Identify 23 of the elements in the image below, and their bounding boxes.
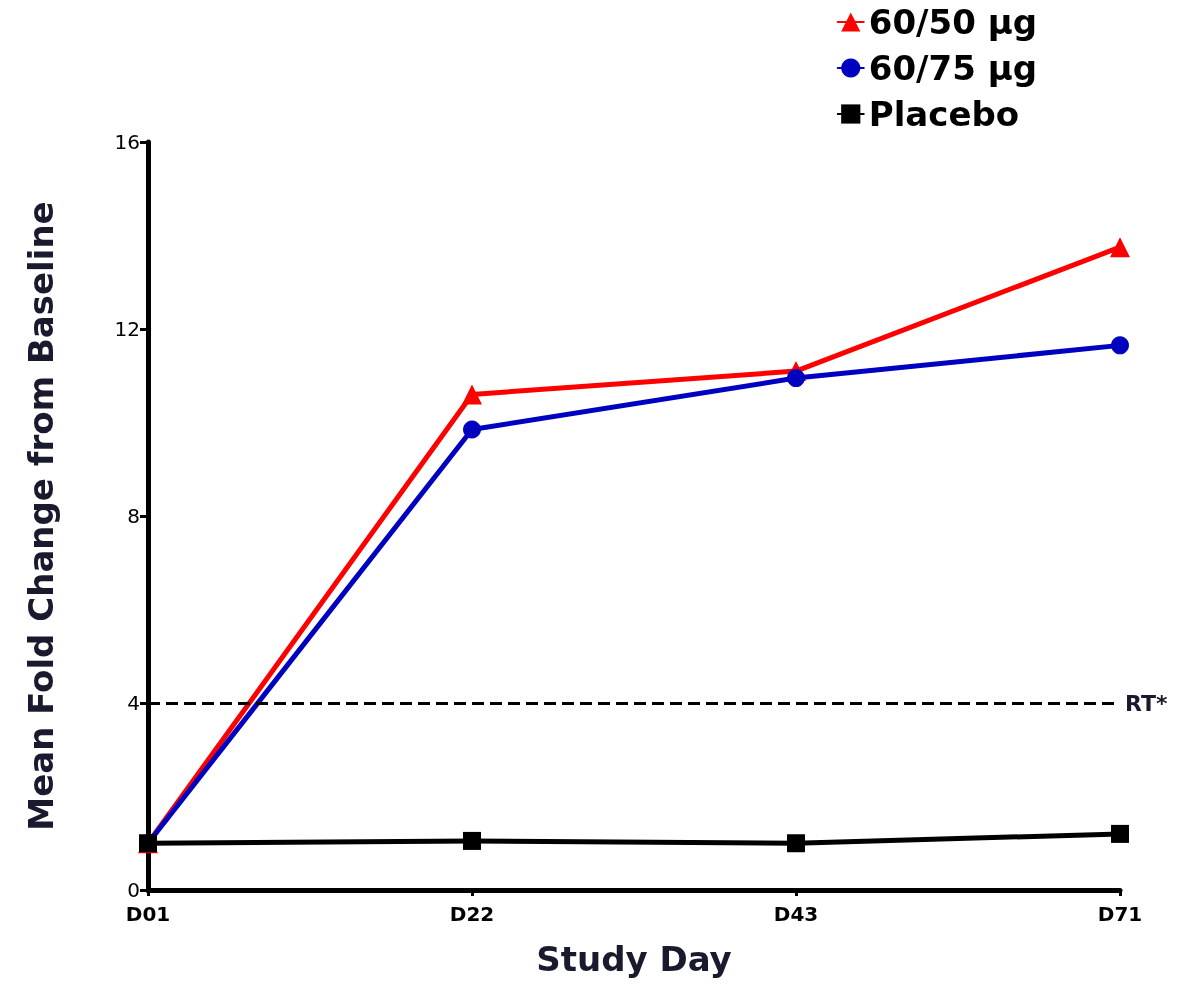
point	[787, 369, 805, 388]
ref-line-label: RT*	[1125, 690, 1168, 716]
point	[1110, 237, 1130, 258]
y-axis-title: Mean Fold Change from Baseline	[21, 201, 61, 831]
x-tick-label: D22	[449, 902, 495, 926]
point	[1111, 336, 1129, 355]
x-tick-label: D71	[1097, 902, 1143, 926]
y-tick-label: 4	[127, 691, 140, 715]
point	[1111, 824, 1129, 843]
point	[463, 831, 481, 850]
y-tick-label: 8	[127, 504, 140, 528]
x-tick-label: D43	[773, 902, 819, 926]
y-tick-label: 12	[114, 317, 140, 341]
x-tick-label: D01	[125, 902, 171, 926]
point	[462, 384, 482, 405]
y-tick-label: 0	[127, 878, 140, 902]
legend-label: Placebo	[868, 94, 1020, 134]
legend-label: 60/50 μg	[868, 2, 1038, 42]
y-tick-label: 16	[114, 130, 140, 154]
point	[787, 834, 805, 853]
point	[463, 420, 481, 439]
legend-label: 60/75 μg	[868, 48, 1038, 88]
x-axis-title: Study Day	[536, 939, 732, 979]
